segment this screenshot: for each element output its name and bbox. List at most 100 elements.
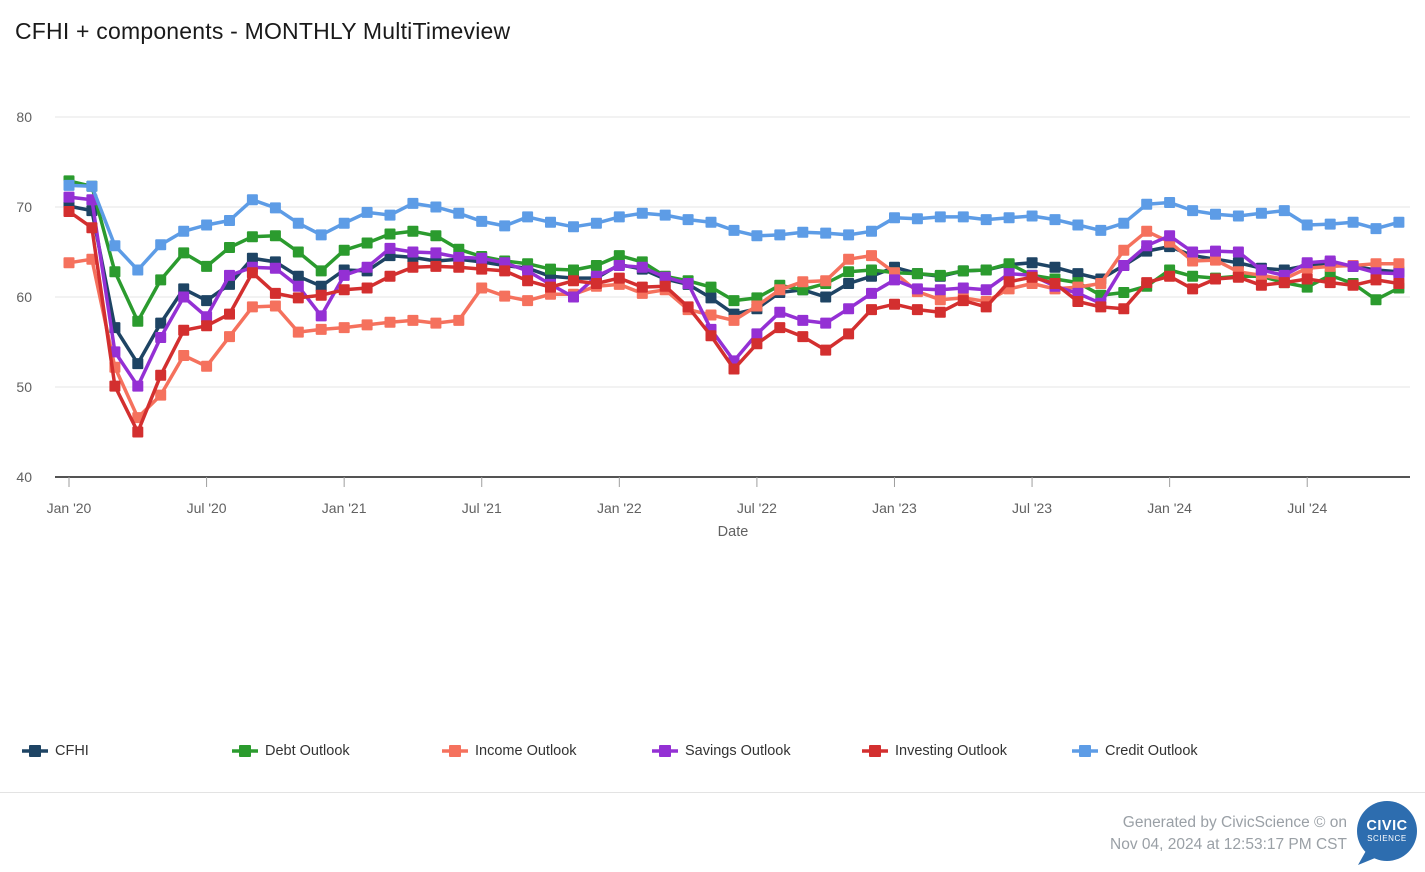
data-point-marker bbox=[155, 332, 167, 343]
data-point-marker bbox=[545, 281, 556, 293]
data-point-marker bbox=[911, 213, 923, 225]
data-point-marker bbox=[980, 284, 992, 296]
x-tick-label: Jul '23 bbox=[1012, 500, 1052, 516]
data-point-marker bbox=[866, 264, 877, 276]
data-point-marker bbox=[1370, 223, 1382, 235]
data-point-marker bbox=[63, 179, 75, 191]
axis-labels: 40 50 60 70 80 Jan '20 Jul '20 Jan '21 Jul '21 Ja… bbox=[16, 109, 1327, 516]
data-point-marker bbox=[659, 271, 671, 283]
data-point-marker bbox=[109, 380, 121, 392]
data-point-marker bbox=[568, 275, 579, 287]
data-point-marker bbox=[1141, 277, 1153, 289]
series-investing-outlook bbox=[63, 206, 1405, 438]
legend-item-income-outlook[interactable]: Income Outlook bbox=[442, 743, 652, 759]
data-point-marker bbox=[1187, 270, 1199, 282]
data-point-marker bbox=[613, 250, 625, 262]
data-point-marker bbox=[1095, 224, 1107, 236]
data-point-marker bbox=[728, 314, 740, 326]
data-point-marker bbox=[155, 389, 167, 401]
data-point-marker bbox=[224, 269, 235, 281]
data-point-marker bbox=[1210, 273, 1221, 285]
data-point-marker bbox=[1255, 264, 1267, 276]
data-point-marker bbox=[499, 290, 511, 302]
data-point-marker bbox=[957, 282, 969, 294]
data-point-marker bbox=[911, 268, 923, 280]
x-tick-label: Jul '22 bbox=[737, 500, 777, 516]
data-point-marker bbox=[476, 263, 488, 275]
data-point-marker bbox=[224, 215, 235, 226]
data-point-marker bbox=[430, 230, 442, 242]
chart-canvas: 40 50 60 70 80 Jan '20 Jul '20 Jan '21 Jul '21 Ja… bbox=[16, 109, 1410, 540]
data-point-marker bbox=[866, 225, 877, 237]
data-point-marker bbox=[728, 295, 740, 307]
data-point-marker bbox=[178, 291, 190, 303]
data-point-marker bbox=[545, 216, 556, 228]
data-point-marker bbox=[682, 214, 694, 226]
data-point-marker bbox=[1370, 258, 1382, 270]
data-point-marker bbox=[178, 350, 190, 361]
series-credit-outlook bbox=[63, 179, 1405, 276]
data-point-marker bbox=[1278, 205, 1290, 217]
data-point-marker bbox=[911, 304, 923, 316]
data-point-marker bbox=[132, 412, 144, 424]
legend-marker-icon bbox=[442, 745, 468, 757]
data-point-marker bbox=[911, 283, 923, 295]
legend-marker-icon bbox=[232, 745, 258, 757]
data-point-marker bbox=[1187, 246, 1199, 258]
data-point-marker bbox=[292, 280, 304, 292]
data-point-marker bbox=[705, 281, 717, 293]
data-point-marker bbox=[430, 260, 442, 272]
data-point-marker bbox=[1026, 210, 1038, 222]
legend-item-debt-outlook[interactable]: Debt Outlook bbox=[232, 743, 442, 759]
data-point-marker bbox=[292, 326, 304, 338]
legend-item-cfhi[interactable]: CFHI bbox=[22, 743, 232, 759]
data-point-marker bbox=[934, 211, 946, 223]
data-point-marker bbox=[269, 202, 281, 214]
data-point-marker bbox=[843, 278, 855, 289]
x-tick-label: Jan '20 bbox=[47, 500, 92, 516]
data-point-marker bbox=[705, 216, 717, 228]
data-point-marker bbox=[63, 206, 75, 217]
legend-marker-icon bbox=[652, 745, 678, 757]
data-point-marker bbox=[269, 262, 281, 274]
data-point-marker bbox=[1370, 274, 1382, 286]
data-point-marker bbox=[155, 274, 167, 286]
y-tick-label: 50 bbox=[16, 379, 32, 395]
y-tick-label: 40 bbox=[16, 469, 32, 485]
data-point-marker bbox=[178, 247, 190, 259]
data-point-marker bbox=[843, 266, 855, 278]
data-point-marker bbox=[430, 201, 442, 213]
data-point-marker bbox=[453, 207, 465, 219]
data-point-marker bbox=[224, 242, 235, 253]
data-series bbox=[63, 175, 1405, 438]
logo-text-civic: CIVIC bbox=[1366, 818, 1407, 834]
data-point-marker bbox=[843, 229, 855, 241]
data-point-marker bbox=[934, 306, 946, 318]
data-point-marker bbox=[1049, 214, 1061, 226]
data-point-marker bbox=[1324, 218, 1336, 230]
data-point-marker bbox=[1347, 279, 1359, 291]
data-point-marker bbox=[132, 380, 144, 392]
data-point-marker bbox=[1026, 271, 1038, 283]
data-point-marker bbox=[820, 227, 832, 239]
x-tick-label: Jul '21 bbox=[462, 500, 502, 516]
legend-item-savings-outlook[interactable]: Savings Outlook bbox=[652, 743, 862, 759]
legend-item-investing-outlook[interactable]: Investing Outlook bbox=[862, 743, 1072, 759]
legend-label: CFHI bbox=[55, 743, 89, 759]
data-point-marker bbox=[361, 261, 373, 273]
data-point-marker bbox=[132, 315, 144, 327]
data-point-marker bbox=[109, 240, 121, 252]
data-point-marker bbox=[1095, 278, 1107, 289]
data-point-marker bbox=[843, 253, 855, 265]
data-point-marker bbox=[1370, 294, 1382, 306]
data-point-marker bbox=[361, 206, 373, 218]
legend-item-credit-outlook[interactable]: Credit Outlook bbox=[1072, 743, 1282, 759]
data-point-marker bbox=[1003, 276, 1015, 288]
data-point-marker bbox=[980, 214, 992, 226]
data-point-marker bbox=[590, 217, 602, 229]
data-point-marker bbox=[384, 242, 396, 254]
data-point-marker bbox=[774, 322, 786, 334]
data-point-marker bbox=[1141, 225, 1153, 237]
data-point-marker bbox=[1301, 219, 1313, 231]
data-point-marker bbox=[522, 265, 534, 277]
